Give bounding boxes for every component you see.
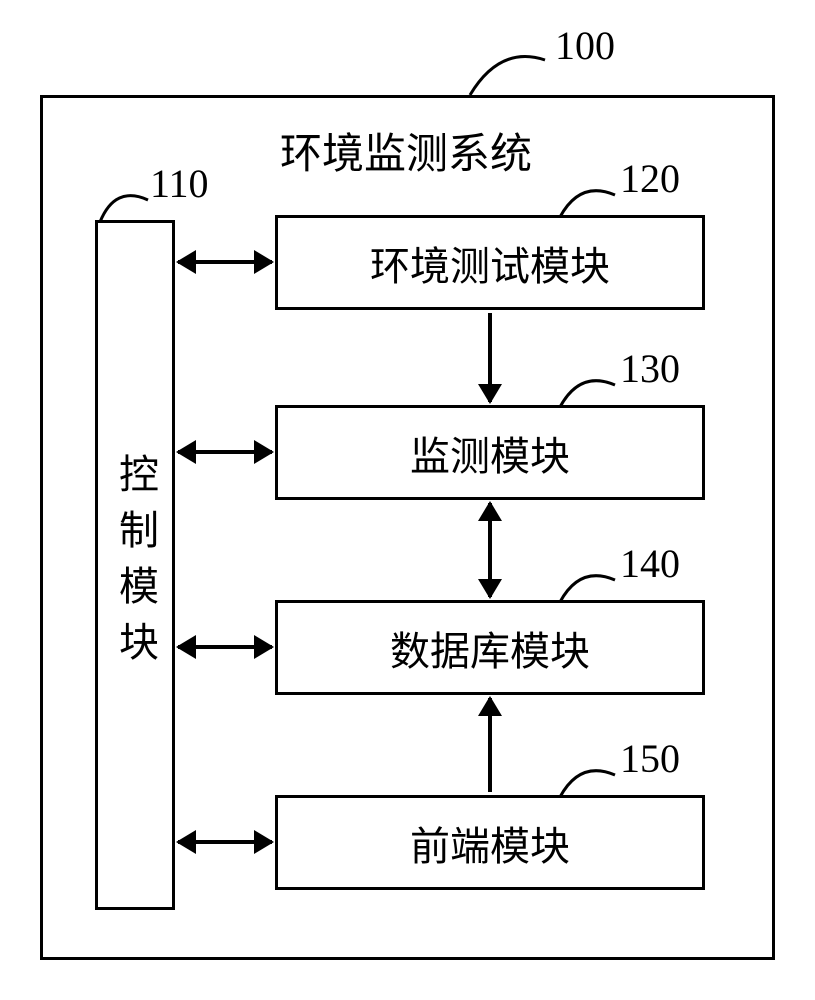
arrow-frontend-database	[488, 698, 492, 792]
ref-150: 150	[620, 735, 680, 782]
env-test-module-label: 环境测试模块	[370, 234, 610, 292]
arrow-monitor-database	[488, 503, 492, 597]
arrow-control-envtest	[178, 260, 272, 264]
system-title: 环境监测系统	[280, 120, 532, 181]
ref-110: 110	[150, 160, 209, 207]
database-module-label: 数据库模块	[390, 619, 590, 677]
control-module-label: 控制模块	[106, 453, 164, 677]
database-module-box: 数据库模块	[275, 600, 705, 695]
frontend-module-box: 前端模块	[275, 795, 705, 890]
arrow-envtest-monitor	[488, 313, 492, 402]
monitor-module-box: 监测模块	[275, 405, 705, 500]
control-module-box: 控制模块	[95, 220, 175, 910]
arrow-control-database	[178, 645, 272, 649]
diagram-canvas: 环境监测系统 控制模块 环境测试模块 监测模块 数据库模块 前端模块 100 1…	[0, 0, 815, 1000]
monitor-module-label: 监测模块	[410, 424, 570, 482]
arrow-control-monitor	[178, 450, 272, 454]
ref-120: 120	[620, 155, 680, 202]
env-test-module-box: 环境测试模块	[275, 215, 705, 310]
arrow-control-frontend	[178, 840, 272, 844]
ref-100: 100	[555, 22, 615, 69]
ref-130: 130	[620, 345, 680, 392]
frontend-module-label: 前端模块	[410, 814, 570, 872]
ref-140: 140	[620, 540, 680, 587]
